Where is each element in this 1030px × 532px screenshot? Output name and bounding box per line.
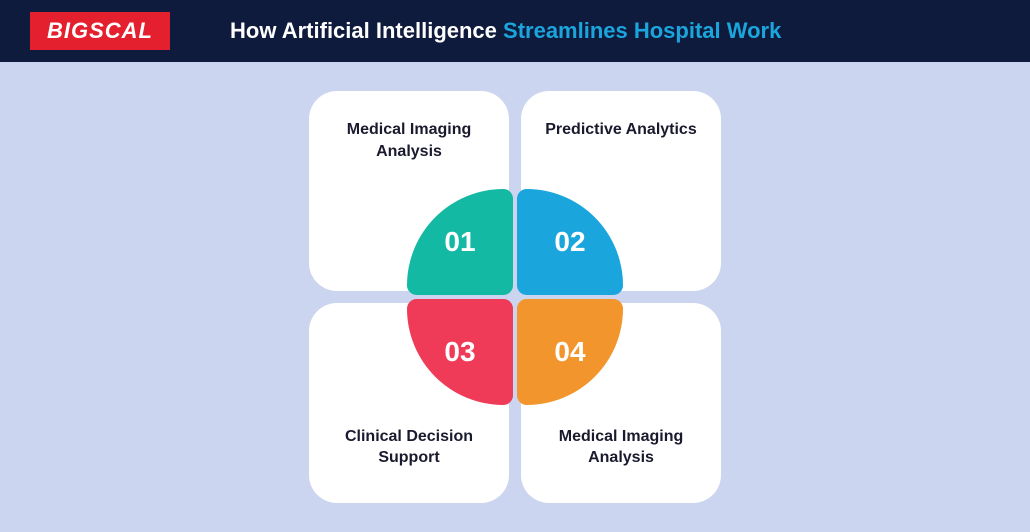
petal-04: 04 <box>517 299 623 405</box>
card-01: Medical Imaging Analysis 01 <box>309 91 509 291</box>
card-04: 04 Medical Imaging Analysis <box>521 303 721 503</box>
card-02: Predictive Analytics 02 <box>521 91 721 291</box>
logo: BIGSCAL <box>30 12 170 50</box>
page-title: How Artificial Intelligence Streamlines … <box>230 18 781 44</box>
card-number: 02 <box>554 226 585 258</box>
card-label: Medical Imaging Analysis <box>329 119 489 162</box>
header: BIGSCAL How Artificial Intelligence Stre… <box>0 0 1030 62</box>
card-label: Predictive Analytics <box>545 119 696 141</box>
card-grid: Medical Imaging Analysis 01 Predictive A… <box>309 91 721 503</box>
petal-02: 02 <box>517 189 623 295</box>
title-accent: Streamlines Hospital Work <box>503 18 781 43</box>
card-03: 03 Clinical Decision Support <box>309 303 509 503</box>
card-number: 04 <box>554 336 585 368</box>
card-number: 03 <box>444 336 475 368</box>
logo-text: BIGSCAL <box>47 18 153 44</box>
card-label: Medical Imaging Analysis <box>541 426 701 469</box>
canvas: Medical Imaging Analysis 01 Predictive A… <box>0 62 1030 532</box>
card-label: Clinical Decision Support <box>329 426 489 469</box>
petal-01: 01 <box>407 189 513 295</box>
title-plain: How Artificial Intelligence <box>230 18 503 43</box>
card-number: 01 <box>444 226 475 258</box>
petal-03: 03 <box>407 299 513 405</box>
